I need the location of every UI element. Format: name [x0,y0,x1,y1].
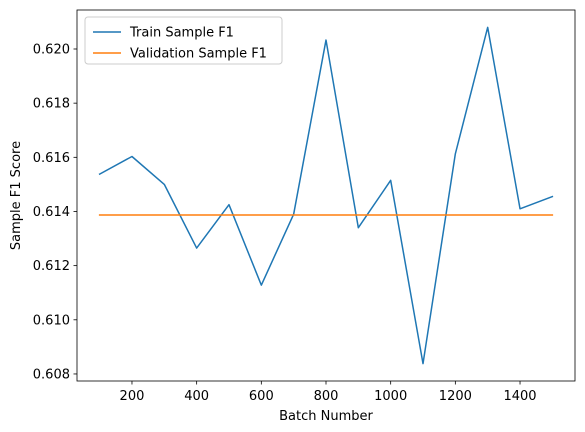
y-tick-label: 0.614 [33,205,70,220]
x-tick-label: 800 [314,389,339,404]
x-tick-label: 1000 [374,389,407,404]
y-axis-ticks: 0.608 0.610 0.612 0.614 0.616 0.618 0.620 [33,42,77,382]
y-tick-label: 0.620 [33,42,70,57]
x-tick-label: 600 [249,389,274,404]
legend-label-1: Train Sample F1 [129,26,234,41]
x-tick-label: 1200 [439,389,472,404]
x-tick-label: 400 [184,389,209,404]
y-tick-label: 0.610 [33,313,70,328]
legend: Train Sample F1 Validation Sample F1 [84,16,283,65]
x-tick-label: 1400 [503,389,536,404]
legend-box [84,16,283,65]
series-line-1 [98,26,554,365]
y-tick-label: 0.608 [33,367,70,382]
y-tick-label: 0.618 [33,97,70,112]
x-axis-ticks: 200 400 600 800 1000 1200 1400 [120,381,537,404]
x-axis-label: Batch Number [279,409,373,424]
legend-label-2: Validation Sample F1 [130,47,267,62]
y-tick-label: 0.616 [33,151,70,166]
x-tick-label: 200 [120,389,145,404]
axes-frame [76,9,576,382]
y-tick-label: 0.612 [33,259,70,274]
y-axis-label: Sample F1 Score [9,141,24,250]
plot-area [98,26,554,365]
